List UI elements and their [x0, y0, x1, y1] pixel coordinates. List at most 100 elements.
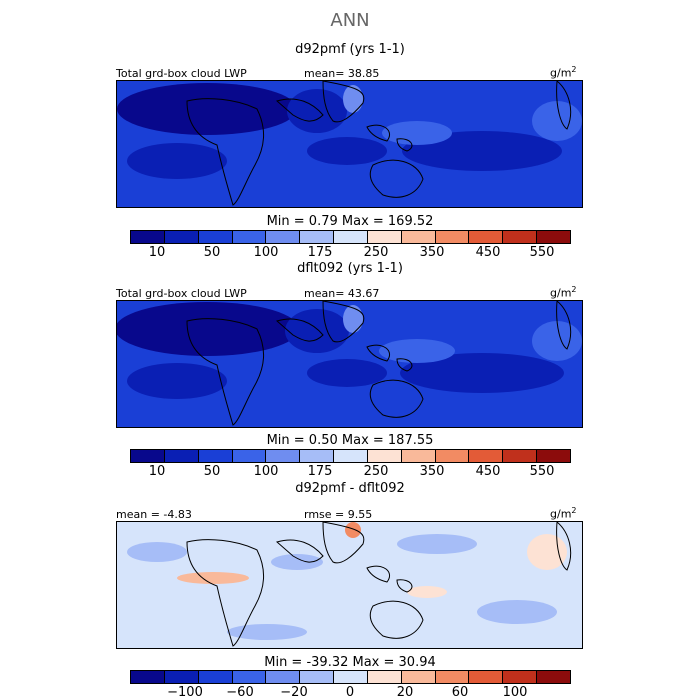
panel2-cbar-tick: 450 — [475, 464, 501, 479]
panel1-islands-outline — [366, 124, 413, 152]
panel2-sahara-low — [117, 302, 299, 356]
panel1-cbar-tick: 10 — [148, 245, 166, 260]
panel3-map-field — [117, 522, 582, 648]
panel1-cbar-level — [469, 231, 504, 243]
panel2-india-outline — [322, 301, 365, 343]
panel1-arabia-low — [287, 89, 347, 133]
panel2-cbar-level — [300, 450, 335, 462]
panel2-cbar-level — [266, 450, 301, 462]
panel1-cbar-tick: 550 — [529, 245, 555, 260]
panel3-cbar-level — [503, 671, 538, 683]
panel3-cbar-tick: −100 — [167, 685, 203, 700]
panel1-map-field — [117, 81, 582, 207]
panel2-cbar-tick: 250 — [363, 464, 389, 479]
panel2-units: g/m2 — [550, 285, 577, 300]
panel3-units: g/m2 — [550, 506, 577, 521]
panel2-warmpool-high — [379, 339, 455, 363]
panel3-neg-patch — [227, 624, 307, 640]
panel1-cbar-tick: 250 — [363, 245, 389, 260]
panel2-tibet-high — [343, 305, 363, 333]
panel2-cbar-tick: 350 — [419, 464, 445, 479]
panel3-americas-outline — [556, 522, 572, 571]
panel3-pos-patch — [177, 572, 249, 584]
panel3-map — [116, 521, 583, 649]
panel3-cbar-level — [266, 671, 301, 683]
panel3-india-outline — [322, 522, 365, 564]
panel3-cbar-tick: −20 — [280, 685, 308, 700]
panel3-colorbar — [130, 670, 571, 684]
panel1-sahara-low — [117, 83, 297, 135]
panel3-base — [117, 522, 582, 648]
panel1-mean: mean= 38.85 — [304, 67, 380, 80]
panel3-cbar-tick: 0 — [345, 685, 355, 700]
panel2-map — [116, 300, 583, 428]
panel1-field-label: Total grd-box cloud LWP — [116, 67, 247, 80]
page-title: ANN — [330, 10, 370, 31]
panel2-cbar-tick: 50 — [203, 464, 221, 479]
panel3-cbar-level — [435, 671, 470, 683]
panel3-cbar-level — [300, 671, 335, 683]
panel1-cbar-tick: 100 — [253, 245, 279, 260]
panel3-cbar-level — [537, 671, 570, 683]
panel2-cbar-tick: 550 — [529, 464, 555, 479]
panel2-cbar-tick: 10 — [148, 464, 166, 479]
panel1-arabia-outline — [275, 98, 324, 122]
panel3-cbar-tick: −60 — [226, 685, 254, 700]
panel2-pacific-low — [400, 353, 564, 393]
panel1-atlantic-low — [127, 143, 227, 179]
panel2-colorbar — [130, 449, 571, 463]
panel1-cbar-level — [131, 231, 165, 243]
panel3-neg-patch — [477, 600, 557, 624]
panel1-units: g/m2 — [550, 65, 577, 80]
panel3-min-max: Min = -39.32 Max = 30.94 — [264, 655, 436, 670]
panel1-cbar-level — [537, 231, 570, 243]
panel1-map — [116, 80, 583, 208]
panel2-min-max: Min = 0.50 Max = 187.55 — [266, 433, 434, 448]
panel1-east-high — [532, 101, 582, 141]
panel1-cbar-level — [401, 231, 436, 243]
panel3-neg-patch — [271, 554, 323, 570]
panel2-arabia-low — [285, 309, 349, 353]
panel3-pos-patch — [407, 586, 447, 598]
panel2-cbar-tick: 100 — [253, 464, 279, 479]
panel3-cbar-tick: 60 — [451, 685, 469, 700]
panel2-cbar-level — [503, 450, 538, 462]
panel3-cbar-level — [334, 671, 368, 683]
panel2-americas-outline — [556, 301, 572, 350]
panel1-cbar-tick: 175 — [307, 245, 333, 260]
panel1-cbar-level — [334, 231, 368, 243]
panel2-australia-outline — [369, 379, 424, 418]
panel2-cbar-level — [198, 450, 233, 462]
panel2-mean: mean= 43.67 — [304, 287, 380, 300]
panel1-india-outline — [322, 81, 365, 123]
panel3-cbar-level — [198, 671, 233, 683]
panel1-min-max: Min = 0.79 Max = 169.52 — [266, 214, 434, 229]
panel3-cbar-tick: 20 — [396, 685, 414, 700]
panel3-cbar-level — [131, 671, 165, 683]
panel1-cbar-level — [198, 231, 233, 243]
panel2-title: dflt092 (yrs 1-1) — [297, 261, 403, 276]
panel3-cbar-level — [367, 671, 402, 683]
panel3-cbar-level — [232, 671, 267, 683]
panel3-africa-outline — [186, 539, 264, 647]
panel1-cbar-level — [164, 231, 199, 243]
panel1-cbar-level — [435, 231, 470, 243]
panel2-cbar-tick: 175 — [307, 464, 333, 479]
panel1-cbar-tick: 50 — [203, 245, 221, 260]
panel3-cbar-level — [164, 671, 199, 683]
panel2-atlantic-low — [127, 363, 227, 399]
panel1-warmpool-high — [382, 121, 452, 145]
panel3-pos-patch — [527, 534, 567, 570]
panel3-rmse: rmse = 9.55 — [304, 508, 373, 521]
panel1-colorbar — [130, 230, 571, 244]
panel3-australia-outline — [369, 600, 424, 639]
panel2-field-label: Total grd-box cloud LWP — [116, 287, 247, 300]
panel3-title: d92pmf - dflt092 — [295, 481, 405, 496]
panel2-islands-outline — [366, 344, 413, 372]
panel2-cbar-level — [131, 450, 165, 462]
panel2-map-field — [117, 301, 582, 427]
panel1-cbar-level — [266, 231, 301, 243]
panel2-cbar-level — [435, 450, 470, 462]
panel3-arabia-outline — [275, 539, 324, 563]
panel1-title: d92pmf (yrs 1-1) — [295, 42, 405, 57]
